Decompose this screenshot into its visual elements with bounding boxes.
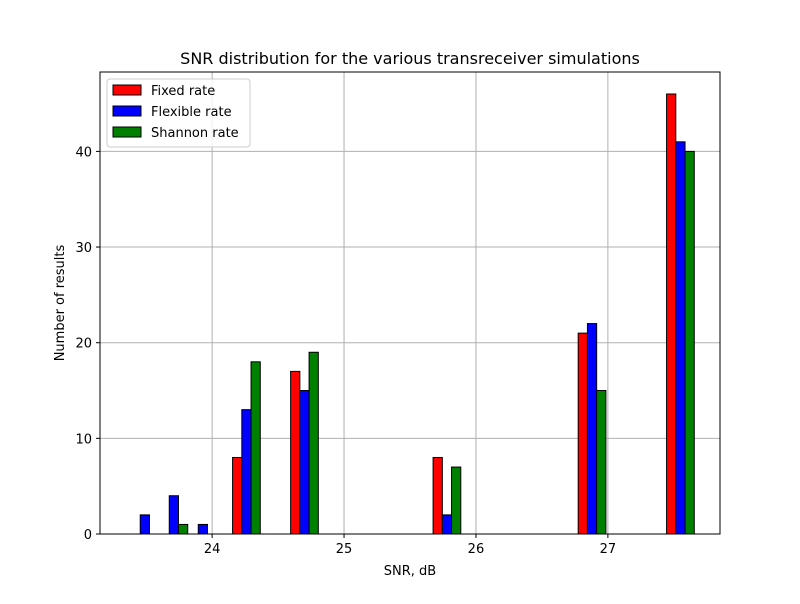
legend-label-shannon-rate: Shannon rate [151, 126, 239, 141]
bar-shannon-rate-bin-13 [684, 150, 695, 535]
bar-flexible-rate-bin-8 [441, 514, 453, 535]
y-tick-label-4: 40 [75, 145, 92, 160]
legend-swatch-shannon-rate [112, 126, 142, 138]
legend-swatch-fixed-rate [112, 84, 142, 96]
y-axis-label: Number of results [53, 244, 68, 361]
bar-flexible-rate-bin-13 [675, 141, 686, 535]
bar-fixed-rate-bin-8 [432, 456, 443, 535]
y-tick-label-2: 20 [75, 337, 92, 352]
bar-fixed-rate-bin-4 [290, 370, 301, 535]
bar-flexible-rate-bin-4 [299, 390, 310, 535]
legend-swatch-flexible-rate [112, 105, 142, 117]
y-tick-label-3: 30 [75, 241, 92, 256]
bar-flexible-rate-bin-11 [586, 323, 598, 535]
bar-flexible-rate-bin-1 [168, 495, 179, 535]
plot-frame [99, 71, 721, 535]
chart-title: SNR distribution for the various transre… [180, 49, 640, 68]
bar-fixed-rate-bin-11 [577, 332, 588, 535]
y-tick-label-1: 10 [75, 432, 92, 447]
bar-fixed-rate-bin-13 [666, 93, 677, 535]
bar-shannon-rate-bin-3 [250, 361, 261, 535]
ticks-layer: 24 25 26 27 0 10 20 30 40 [75, 145, 616, 557]
x-tick-label-0: 24 [204, 542, 221, 557]
bar-shannon-rate-bin-4 [308, 351, 319, 535]
y-tick-label-0: 0 [84, 528, 92, 543]
x-axis-label: SNR, dB [384, 564, 436, 579]
legend-frame [106, 78, 251, 148]
bars-layer [139, 93, 695, 535]
bar-flexible-rate-bin-3 [241, 409, 252, 535]
bar-shannon-rate-bin-11 [596, 390, 607, 535]
bar-shannon-rate-bin-1 [177, 523, 189, 535]
x-tick-label-1: 25 [336, 542, 353, 557]
legend-label-fixed-rate: Fixed rate [151, 84, 215, 99]
legend-label-flexible-rate: Flexible rate [151, 105, 232, 120]
bar-fixed-rate-bin-3 [232, 456, 243, 535]
bar-shannon-rate-bin-8 [451, 466, 462, 535]
x-tick-label-2: 26 [468, 542, 485, 557]
x-tick-label-3: 27 [600, 542, 617, 557]
legend: Fixed rate Flexible rate Shannon rate [106, 78, 251, 148]
bar-flexible-rate-bin-0 [139, 514, 150, 535]
grid-layer [100, 72, 720, 535]
bar-flexible-rate-bin-2 [197, 523, 209, 535]
